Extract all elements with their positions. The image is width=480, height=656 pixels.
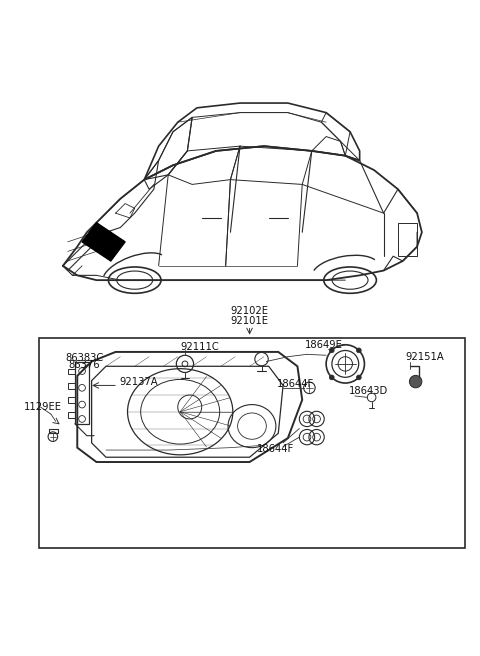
- Text: 86376: 86376: [69, 360, 100, 371]
- Bar: [68, 398, 75, 403]
- Text: 92111C: 92111C: [180, 342, 219, 352]
- Circle shape: [409, 375, 422, 388]
- Bar: [68, 412, 75, 417]
- Text: 92102E: 92102E: [230, 306, 269, 316]
- Text: 92151A: 92151A: [405, 352, 444, 361]
- Circle shape: [329, 348, 334, 353]
- Bar: [398, 222, 417, 256]
- Polygon shape: [82, 222, 111, 251]
- Circle shape: [357, 348, 361, 353]
- Text: 18644F: 18644F: [257, 443, 295, 453]
- Circle shape: [357, 375, 361, 380]
- Bar: [39, 338, 465, 548]
- Text: 92137A: 92137A: [120, 377, 158, 386]
- Bar: [68, 369, 75, 375]
- Polygon shape: [96, 232, 125, 261]
- Text: 1129EE: 1129EE: [24, 402, 61, 412]
- Text: 92101E: 92101E: [230, 316, 269, 326]
- Bar: [48, 428, 58, 434]
- Text: 18644F: 18644F: [277, 379, 314, 390]
- Text: 18643D: 18643D: [349, 386, 388, 396]
- Bar: [68, 383, 75, 389]
- Text: 18649E: 18649E: [305, 340, 343, 350]
- Circle shape: [329, 375, 334, 380]
- Bar: [75, 361, 89, 424]
- Text: 86383C: 86383C: [65, 353, 104, 363]
